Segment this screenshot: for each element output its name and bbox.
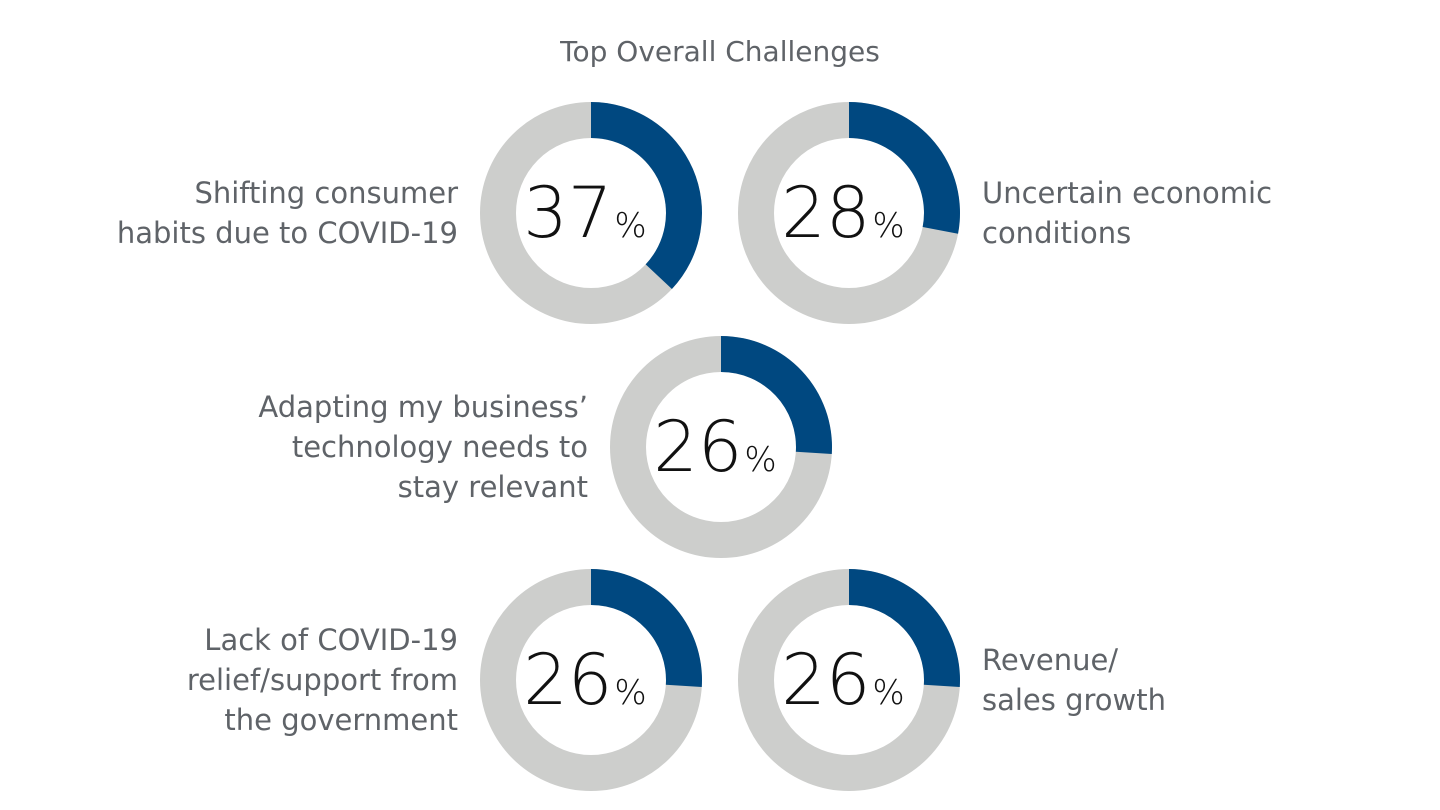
donut-category-label-line: relief/support from (187, 663, 458, 697)
donut-value-number: 26 (653, 406, 742, 488)
donut-category-label-line: Lack of COVID-19 (204, 623, 458, 657)
donut-category-label: Lack of COVID-19 relief/support from the g… (187, 623, 458, 737)
donut-value-label: 26% (653, 406, 776, 488)
donut-category-label-line: sales growth (982, 683, 1166, 717)
donut-category-label: Shifting consumer habits due to COVID-19 (117, 176, 458, 250)
chart-title: Top Overall Challenges (559, 35, 880, 68)
donut-category-label-line: Adapting my business’ (258, 390, 588, 424)
donut-category-label: Revenue/sales growth (982, 643, 1166, 717)
donut-value-number: 28 (781, 172, 870, 254)
donut-category-label-line: Uncertain economic (982, 176, 1272, 210)
donut-category-label-line: habits due to COVID-19 (117, 216, 458, 250)
donut-item: 26% Revenue/sales growth (738, 569, 1166, 791)
donut-value-arc (849, 102, 961, 234)
donut-value-unit: % (744, 440, 776, 480)
donut-item: 26% Lack of COVID-19 relief/support from th… (187, 569, 702, 791)
donut-category-label-line: the government (224, 703, 458, 737)
donut-value-unit: % (872, 673, 904, 713)
donut-category-label-line: Shifting consumer (194, 176, 458, 210)
donut-value-number: 26 (781, 639, 870, 721)
donut-value-unit: % (614, 206, 646, 246)
donut-value-number: 26 (523, 639, 612, 721)
donut-item: 26% Adapting my business’ technology needs… (258, 336, 832, 558)
donut-value-label: 28% (781, 172, 904, 254)
donut-item: 37% Shifting consumer habits due to COVID-… (117, 102, 702, 324)
donut-category-label-line: Revenue/ (982, 643, 1118, 677)
donut-value-label: 37% (523, 172, 646, 254)
donut-category-label-line: technology needs to (292, 430, 588, 464)
donut-item: 28% Uncertain economic conditions (738, 102, 1272, 324)
donut-value-unit: % (614, 673, 646, 713)
donut-value-number: 37 (523, 172, 612, 254)
donut-category-label: Adapting my business’ technology needs to… (258, 390, 588, 504)
donut-category-label-line: stay relevant (398, 470, 588, 504)
donut-group: 37% Shifting consumer habits due to COVID-… (117, 102, 1272, 791)
donut-value-label: 26% (523, 639, 646, 721)
donut-value-arc (849, 569, 960, 687)
donut-category-label: Uncertain economic conditions (982, 176, 1272, 250)
donut-value-arc (721, 336, 832, 454)
donut-value-unit: % (872, 206, 904, 246)
donut-value-arc (591, 569, 702, 687)
donut-value-label: 26% (781, 639, 904, 721)
donut-category-label-line: conditions (982, 216, 1131, 250)
donut-value-arc (591, 102, 702, 289)
